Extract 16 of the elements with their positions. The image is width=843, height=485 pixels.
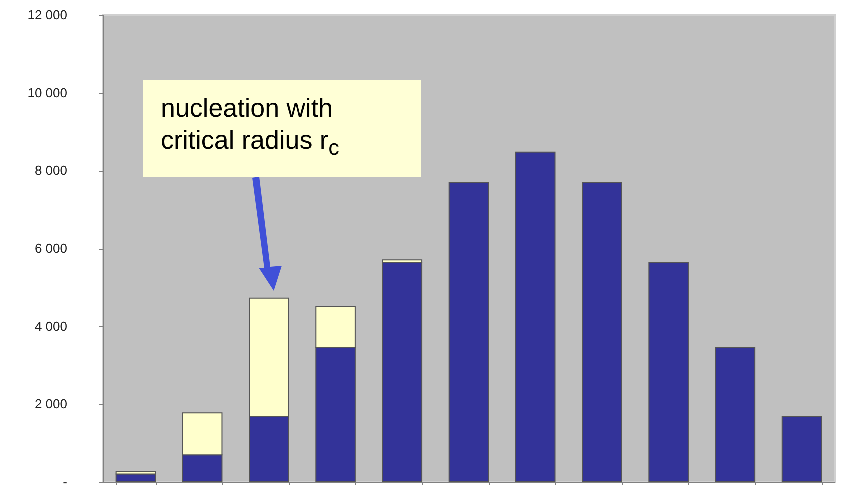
bar: [116, 474, 156, 482]
bar: [515, 152, 556, 482]
y-tick-label: 4 000: [34, 318, 68, 334]
bar: [648, 262, 689, 482]
bar: [715, 347, 756, 482]
bar: [382, 262, 423, 482]
y-tick-label: -: [63, 474, 68, 485]
y-tick-label: 6 000: [34, 241, 68, 256]
bar: [448, 182, 490, 482]
callout-box: nucleation with critical radius r$_{c}$: [143, 80, 421, 177]
y-tick-label: 12 000: [28, 8, 68, 22]
y-tick-label: 2 000: [34, 396, 68, 412]
bar: [582, 182, 622, 482]
bar: [782, 416, 822, 482]
y-tick-label: 10 000: [28, 85, 68, 100]
y-tick-label: 8 000: [34, 163, 68, 178]
